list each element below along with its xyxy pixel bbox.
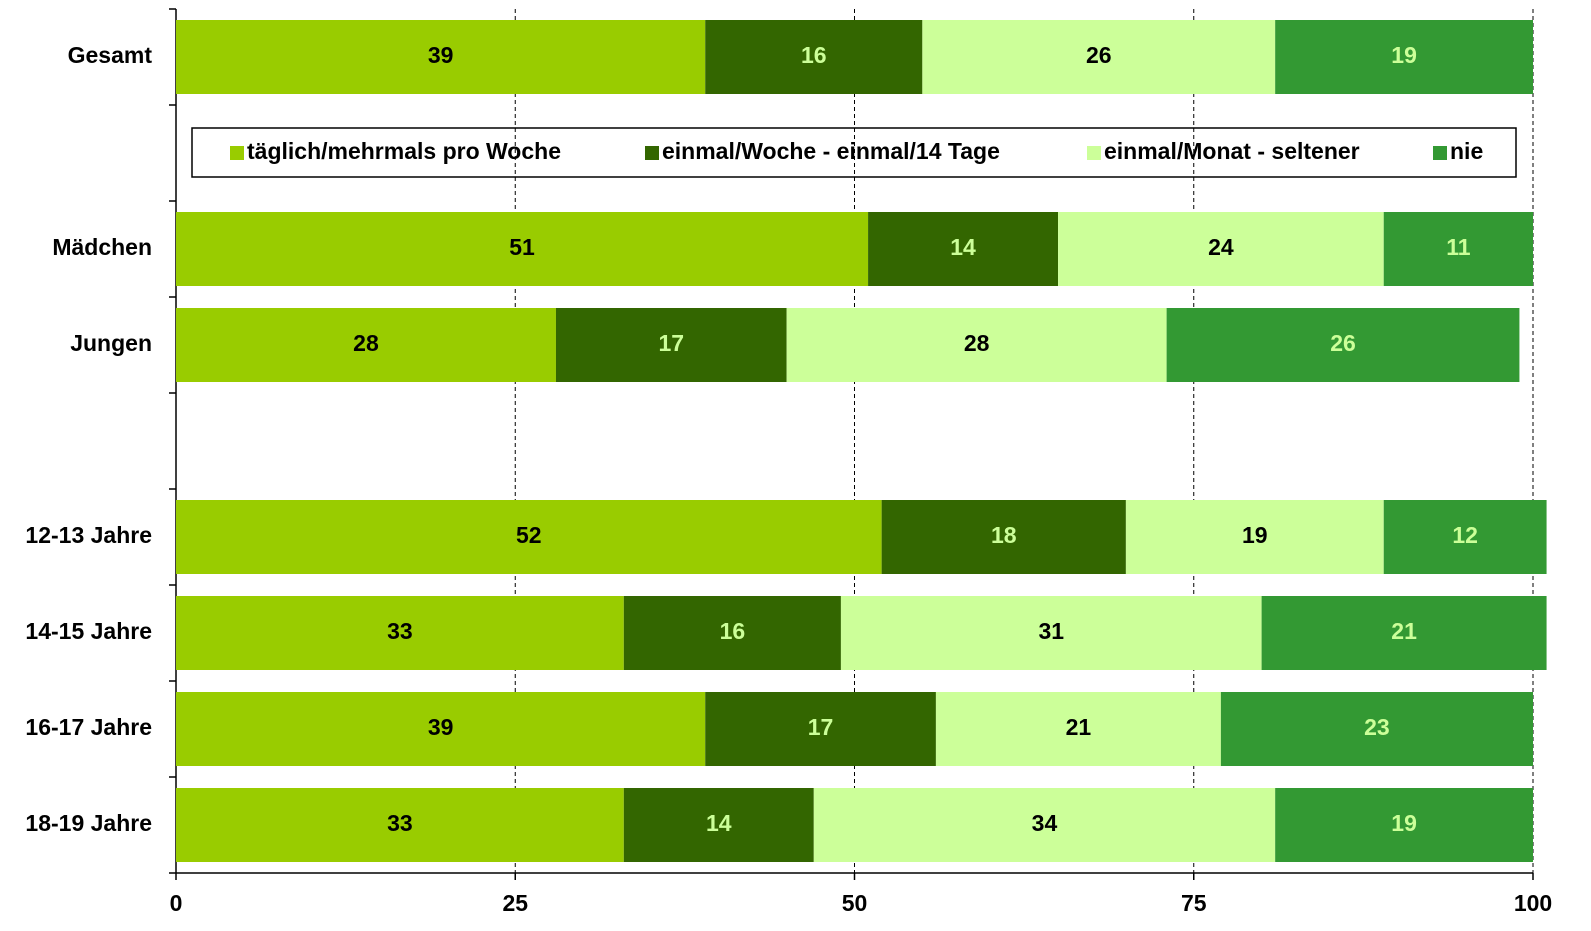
x-tick-label: 25 (502, 890, 528, 916)
data-label: 16 (801, 42, 827, 68)
data-label: 18 (991, 522, 1017, 548)
bar-segment (1261, 596, 1547, 670)
bar-segment (1125, 500, 1384, 574)
legend-swatch (645, 146, 659, 160)
data-label: 39 (428, 42, 454, 68)
x-tick-label: 75 (1181, 890, 1207, 916)
bar-segment (176, 212, 869, 286)
legend-label: nie (1450, 138, 1483, 164)
bar-segment (1275, 788, 1533, 862)
data-label: 34 (1032, 810, 1058, 836)
data-label: 28 (964, 330, 990, 356)
bar-segment (623, 788, 814, 862)
data-label: 28 (353, 330, 379, 356)
legend-label: einmal/Woche - einmal/14 Tage (662, 138, 1000, 164)
data-label: 14 (950, 234, 976, 260)
data-label: 24 (1208, 234, 1234, 260)
bar-segment (176, 500, 882, 574)
y-tick-label: Jungen (70, 330, 152, 356)
bar-segment (840, 596, 1262, 670)
data-label: 14 (706, 810, 732, 836)
data-label: 19 (1242, 522, 1268, 548)
legend-swatch (1433, 146, 1447, 160)
data-label: 11 (1446, 234, 1471, 260)
x-tick-label: 0 (170, 890, 183, 916)
data-label: 21 (1066, 714, 1092, 740)
bar-segment (176, 20, 706, 94)
data-label: 12 (1452, 522, 1478, 548)
bar-segment (1383, 500, 1547, 574)
data-label: 16 (720, 618, 746, 644)
y-tick-label: Mädchen (52, 234, 152, 260)
data-label: 17 (659, 330, 685, 356)
bar-segment (176, 788, 624, 862)
data-label: 39 (428, 714, 454, 740)
bar-segment (176, 308, 556, 382)
data-label: 19 (1391, 810, 1417, 836)
data-label: 33 (387, 810, 413, 836)
bar-segment (922, 20, 1276, 94)
bar-segment (555, 308, 787, 382)
legend-swatch (230, 146, 244, 160)
bar-segment (176, 596, 624, 670)
data-label: 21 (1391, 618, 1417, 644)
data-label: 26 (1086, 42, 1112, 68)
data-label: 17 (808, 714, 834, 740)
y-tick-label: 18-19 Jahre (25, 810, 152, 836)
bar-segment (935, 692, 1221, 766)
y-tick-label: 14-15 Jahre (25, 618, 152, 644)
bar-segment (705, 20, 923, 94)
legend-swatch (1087, 146, 1101, 160)
data-label: 26 (1330, 330, 1356, 356)
y-tick-label: 16-17 Jahre (25, 714, 152, 740)
bar-segment (1275, 20, 1533, 94)
data-label: 33 (387, 618, 413, 644)
bar-segment (1058, 212, 1384, 286)
bar-segment (176, 692, 706, 766)
data-label: 19 (1391, 42, 1417, 68)
data-label: 23 (1364, 714, 1390, 740)
bar-segment (868, 212, 1059, 286)
bar-segment (786, 308, 1167, 382)
bar-segment (1220, 692, 1533, 766)
x-tick-label: 100 (1514, 890, 1552, 916)
data-label: 52 (516, 522, 542, 548)
data-label: 51 (509, 234, 535, 260)
bar-segment (813, 788, 1276, 862)
legend-label: täglich/mehrmals pro Woche (247, 138, 561, 164)
y-tick-label: Gesamt (68, 42, 153, 68)
bar-segment (705, 692, 936, 766)
bar-segment (623, 596, 841, 670)
bar-segment (1383, 212, 1533, 286)
bar-segment (1166, 308, 1520, 382)
x-tick-label: 50 (842, 890, 868, 916)
data-label: 31 (1038, 618, 1064, 644)
y-tick-label: 12-13 Jahre (25, 522, 152, 548)
bar-segment (881, 500, 1126, 574)
legend-label: einmal/Monat - seltener (1104, 138, 1360, 164)
